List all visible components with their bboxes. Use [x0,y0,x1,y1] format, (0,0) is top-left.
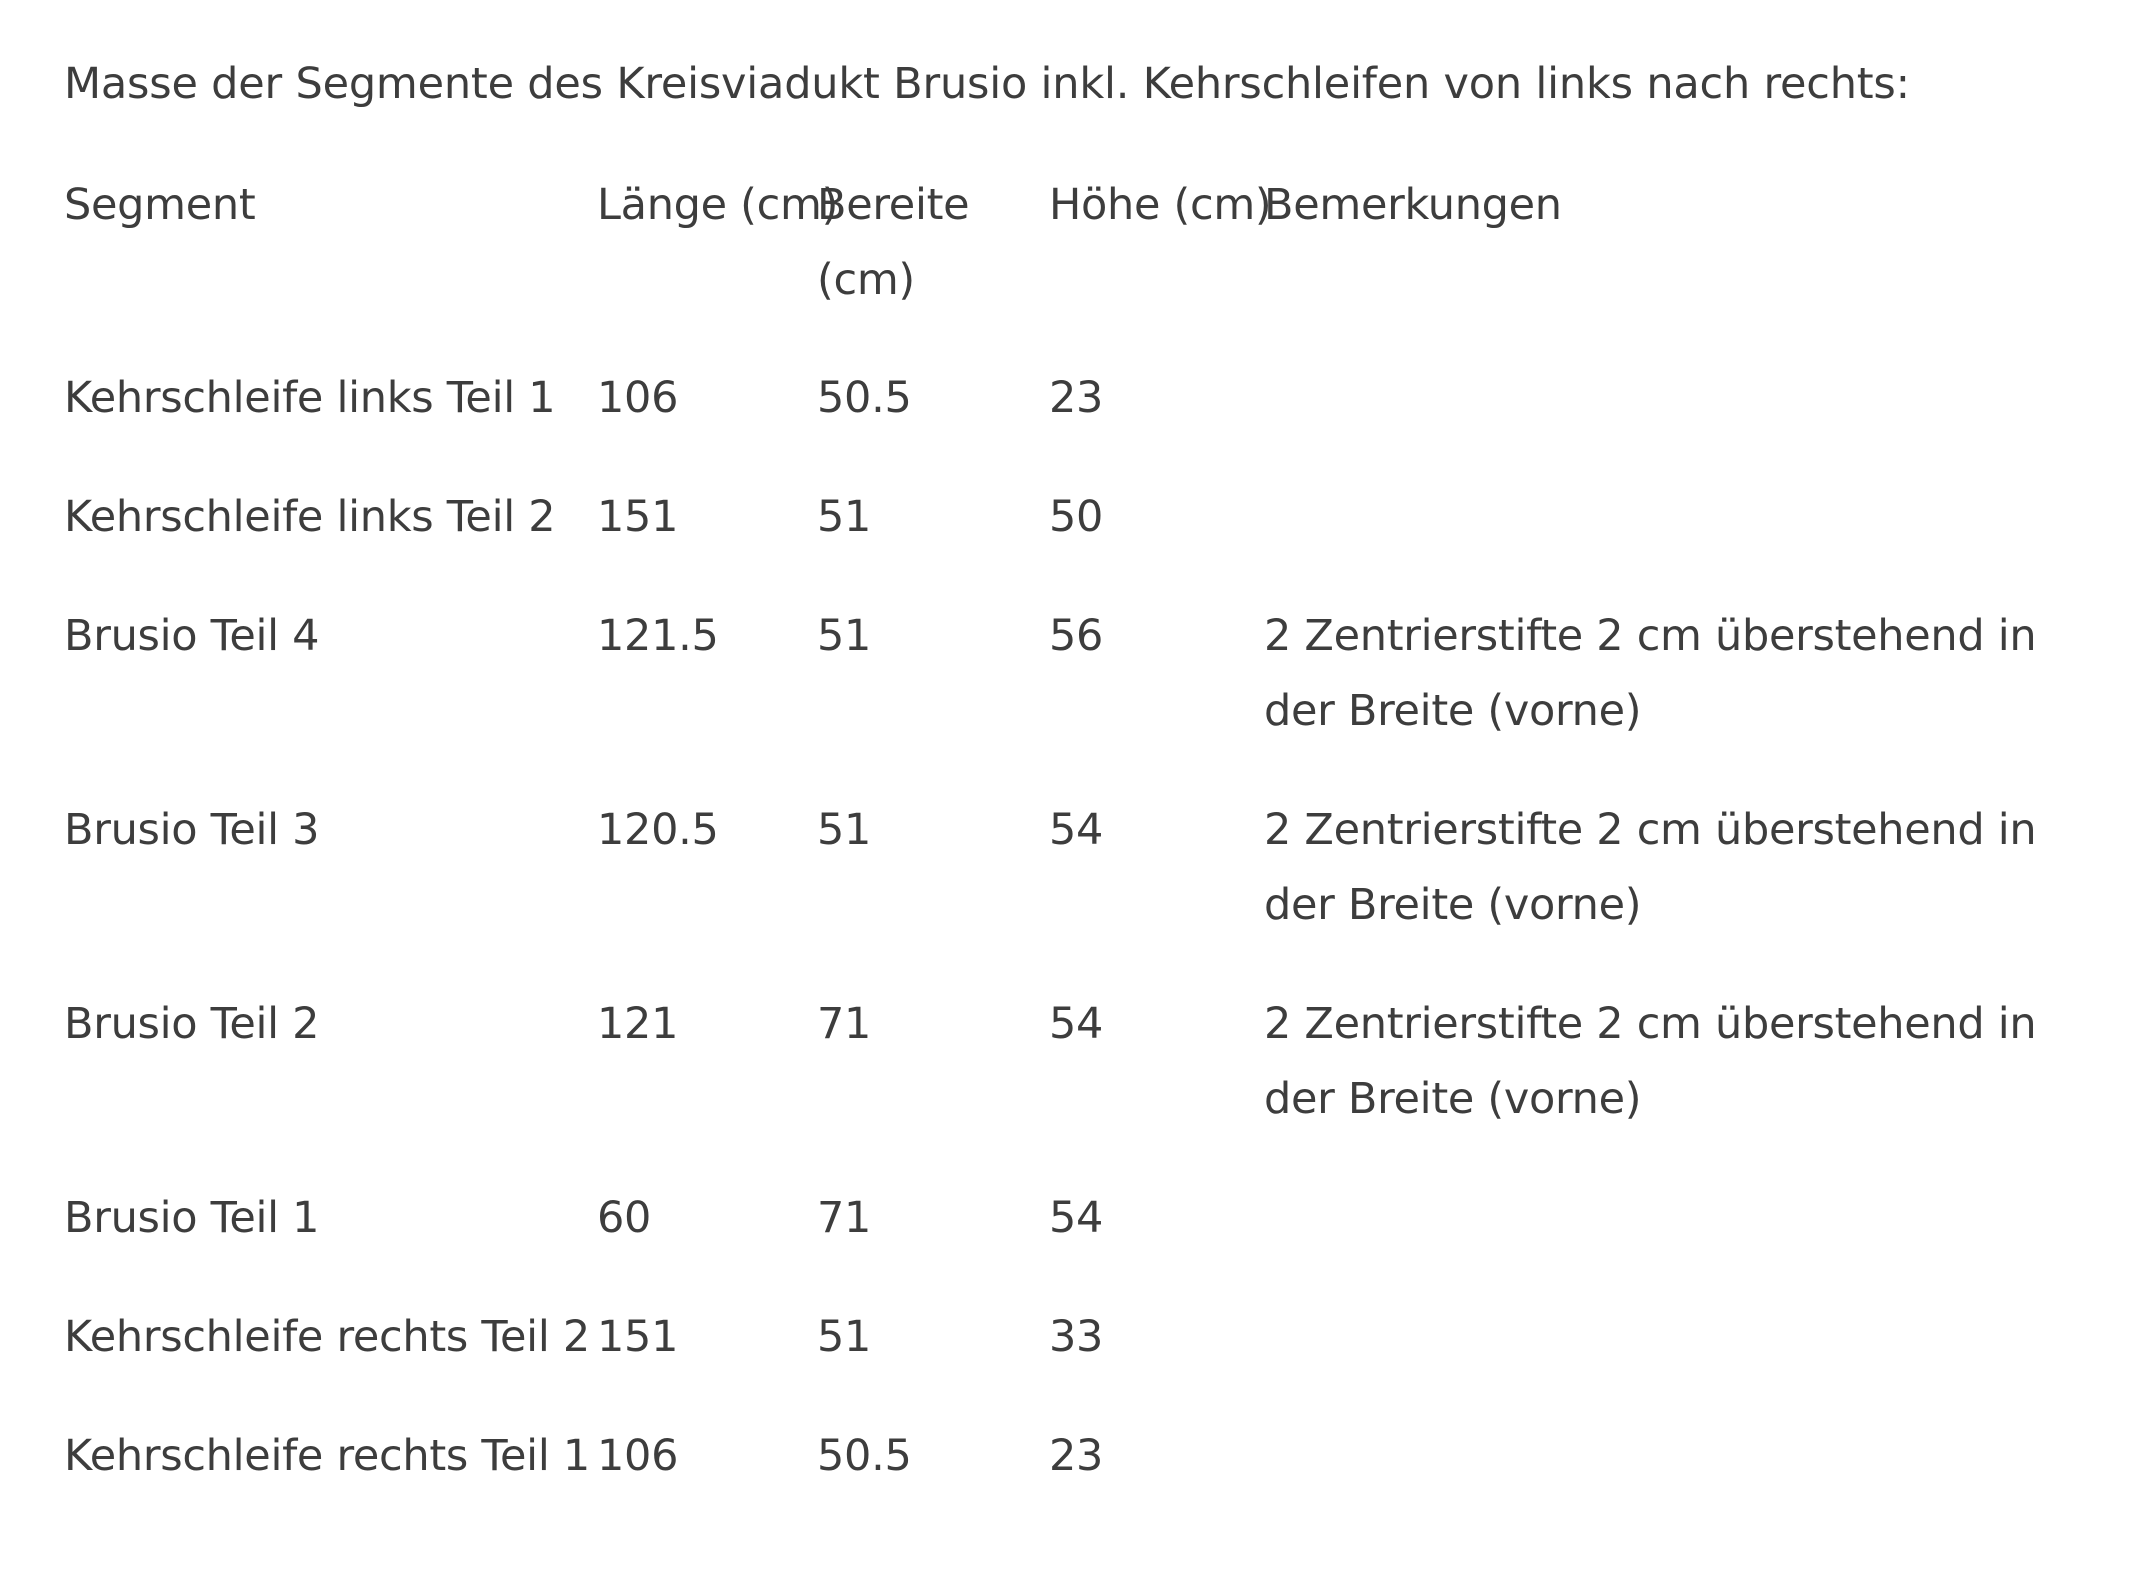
cell-segment: Brusio Teil 1 [64,1193,320,1243]
cell-bemerkungen [1264,361,2074,480]
cell-laenge: 106 [597,1431,679,1481]
table-row: Kehrschleife rechts Teil 2 151 51 33 [64,1300,2074,1419]
cell-segment: Kehrschleife rechts Teil 2 [64,1312,590,1362]
cell-hoehe: 23 [1049,373,1104,423]
cell-laenge: 151 [597,1312,679,1362]
cell-breite: 51 [817,1312,872,1362]
table-body: Kehrschleife links Teil 1 106 50.5 23 Ke… [64,361,2074,1538]
cell-hoehe: 54 [1049,805,1104,855]
cell-hoehe: 50 [1049,492,1104,542]
cell-bemerkungen [1264,1181,2074,1300]
cell-breite: 71 [817,999,872,1049]
cell-bemerkungen: 2 Zentrierstifte 2 cm überstehend in der… [1264,805,2037,930]
cell-segment: Kehrschleife links Teil 1 [64,373,556,423]
cell-bemerkungen: 2 Zentrierstifte 2 cm überstehend in der… [1264,611,2037,736]
header-bemerkungen: Bemerkungen [1264,180,1562,230]
header-laenge: Länge (cm) [597,180,839,230]
header-segment: Segment [64,180,256,230]
cell-hoehe: 56 [1049,611,1104,661]
cell-breite: 50.5 [817,373,912,423]
cell-hoehe: 33 [1049,1312,1104,1362]
cell-breite: 51 [817,611,872,661]
cell-segment: Kehrschleife links Teil 2 [64,492,556,542]
cell-segment: Kehrschleife rechts Teil 1 [64,1431,590,1481]
cell-laenge: 120.5 [597,805,719,855]
header-breite: Bereite (cm) [817,180,970,305]
table-row: Brusio Teil 1 60 71 54 [64,1181,2074,1300]
cell-hoehe: 54 [1049,1193,1104,1243]
cell-segment: Brusio Teil 4 [64,611,320,661]
cell-laenge: 151 [597,492,679,542]
header-row: Segment Länge (cm) Bereite (cm) Höhe (cm… [64,168,2074,361]
cell-bemerkungen: 2 Zentrierstifte 2 cm überstehend in der… [1264,999,2037,1124]
segments-table: Segment Länge (cm) Bereite (cm) Höhe (cm… [64,168,2074,1538]
cell-bemerkungen [1264,480,2074,599]
cell-segment: Brusio Teil 3 [64,805,320,855]
table-row: Brusio Teil 2 121 71 54 2 Zentrierstifte… [64,987,2074,1181]
cell-laenge: 60 [597,1193,652,1243]
cell-segment: Brusio Teil 2 [64,999,320,1049]
cell-bemerkungen [1264,1419,2074,1538]
table-row: Kehrschleife rechts Teil 1 106 50.5 23 [64,1419,2074,1538]
table-row: Brusio Teil 3 120.5 51 54 2 Zentrierstif… [64,793,2074,987]
header-hoehe: Höhe (cm) [1049,180,1272,230]
table-row: Kehrschleife links Teil 2 151 51 50 [64,480,2074,599]
cell-laenge: 121 [597,999,679,1049]
table-row: Kehrschleife links Teil 1 106 50.5 23 [64,361,2074,480]
cell-laenge: 106 [597,373,679,423]
table-row: Brusio Teil 4 121.5 51 56 2 Zentrierstif… [64,599,2074,793]
cell-hoehe: 23 [1049,1431,1104,1481]
cell-hoehe: 54 [1049,999,1104,1049]
cell-breite: 50.5 [817,1431,912,1481]
cell-bemerkungen [1264,1300,2074,1419]
intro-text: Masse der Segmente des Kreisviadukt Brus… [64,59,1910,109]
cell-breite: 51 [817,492,872,542]
cell-breite: 51 [817,805,872,855]
cell-laenge: 121.5 [597,611,719,661]
table-header: Segment Länge (cm) Bereite (cm) Höhe (cm… [64,168,2074,361]
cell-breite: 71 [817,1193,872,1243]
